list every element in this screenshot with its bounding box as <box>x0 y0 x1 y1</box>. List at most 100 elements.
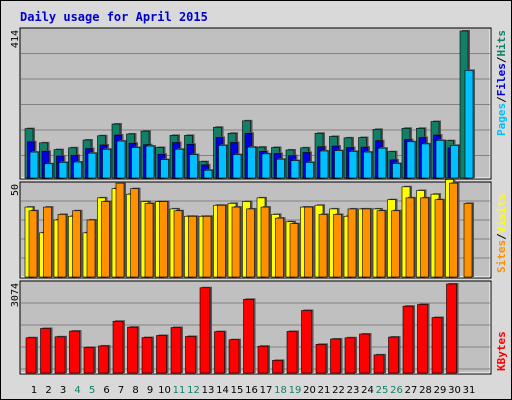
x-tick-label: 30 <box>448 385 461 396</box>
bar-sites <box>420 196 431 278</box>
x-tick-label: 31 <box>463 385 476 396</box>
x-tick-label: 6 <box>103 385 109 396</box>
x-tick-label: 21 <box>318 385 331 396</box>
bar-kbytes <box>402 305 415 374</box>
bar-kbytes <box>257 345 270 374</box>
x-tick-label: 11 <box>173 385 186 396</box>
bar-pages <box>319 150 330 179</box>
bar-pages <box>44 162 55 179</box>
bar-sites <box>28 209 39 278</box>
bar-kbytes <box>286 330 299 374</box>
x-tick-label: 15 <box>231 385 244 396</box>
bar-pages <box>261 152 272 179</box>
bar-pages <box>290 159 301 179</box>
bar-sites <box>101 200 112 278</box>
bar-kbytes <box>69 330 82 374</box>
bar-pages <box>377 147 388 179</box>
bar-sites <box>72 209 83 278</box>
bar-kbytes <box>112 320 125 374</box>
bar-pages <box>189 153 200 179</box>
x-tick-label: 12 <box>187 385 200 396</box>
bar-kbytes <box>373 353 386 374</box>
bar-pages <box>160 158 171 179</box>
x-tick-label: 29 <box>434 385 447 396</box>
x-tick-label: 3 <box>60 385 66 396</box>
bar-pages <box>174 148 185 179</box>
x-tick-label: 28 <box>419 385 432 396</box>
bar-sites <box>260 206 271 278</box>
x-tick-label: 4 <box>74 385 80 396</box>
bar-kbytes <box>141 336 154 374</box>
bar-pages <box>58 161 69 179</box>
chart-title: Daily usage for April 2015 <box>20 10 208 24</box>
bar-kbytes <box>40 327 53 374</box>
bar-sites <box>333 213 344 278</box>
bar-sites <box>362 207 373 278</box>
bar-sites <box>449 182 460 278</box>
x-tick-label: 27 <box>405 385 418 396</box>
bar-sites <box>173 209 184 278</box>
bar-pages <box>116 140 127 179</box>
bar-sites <box>231 206 242 278</box>
bar-kbytes <box>431 316 444 374</box>
panel-visits-sites: 50 Sites/Visits <box>10 178 508 279</box>
legend-entry: Pages <box>495 103 508 136</box>
legend-hits-files-pages: Pages/Files/Hits <box>495 30 508 136</box>
bar-pages <box>334 149 345 179</box>
bar-pages <box>305 161 316 179</box>
bar-sites <box>405 196 416 278</box>
bar-sites <box>115 182 126 278</box>
x-tick-label: 10 <box>158 385 171 396</box>
x-tick-label: 20 <box>303 385 316 396</box>
bar-pages <box>363 151 374 179</box>
bar-kbytes <box>417 303 430 374</box>
legend-visits-sites: Sites/Visits <box>495 194 508 274</box>
bar-sites <box>86 218 97 278</box>
bar-kbytes <box>170 326 183 374</box>
bar-pages <box>73 161 84 179</box>
bar-pages <box>131 146 142 179</box>
bar-sites <box>217 204 228 278</box>
bar-sites <box>318 213 329 278</box>
x-tick-label: 2 <box>45 385 51 396</box>
x-tick-label: 1 <box>31 385 37 396</box>
bar-kbytes <box>83 346 96 374</box>
legend-entry: Visits <box>495 194 508 234</box>
bar-pages <box>29 151 40 179</box>
bar-kbytes <box>156 334 169 374</box>
x-tick-label: 9 <box>147 385 153 396</box>
bar-kbytes <box>315 343 328 374</box>
bar-pages <box>450 144 461 179</box>
bar-kbytes <box>243 298 256 374</box>
bar-sites <box>246 207 257 278</box>
x-tick-label: 24 <box>361 385 374 396</box>
y-max-label: 3074 <box>10 283 21 307</box>
bar-sites <box>304 206 315 278</box>
bar-pages <box>435 139 446 179</box>
bar-sites <box>463 202 474 278</box>
x-tick-label: 5 <box>89 385 95 396</box>
bar-sites <box>57 213 68 278</box>
bar-pages <box>348 150 359 179</box>
bar-sites <box>144 202 155 278</box>
bar-pages <box>232 153 243 179</box>
bar-kbytes <box>98 344 111 374</box>
x-tick-label: 17 <box>260 385 273 396</box>
legend-entry: KBytes <box>495 331 508 371</box>
bar-pages <box>102 148 113 179</box>
bar-kbytes <box>199 286 212 374</box>
bar-pages <box>145 145 156 179</box>
bar-pages <box>203 169 214 179</box>
bar-pages <box>406 140 417 179</box>
bar-kbytes <box>388 336 401 374</box>
bar-sites <box>130 187 141 278</box>
legend-entry: / <box>495 56 508 63</box>
x-tick-label: 26 <box>390 385 403 396</box>
bar-sites <box>202 215 213 278</box>
bar-sites <box>289 222 300 278</box>
x-tick-label: 13 <box>202 385 215 396</box>
bar-pages <box>218 144 229 179</box>
bar-sites <box>391 209 402 278</box>
